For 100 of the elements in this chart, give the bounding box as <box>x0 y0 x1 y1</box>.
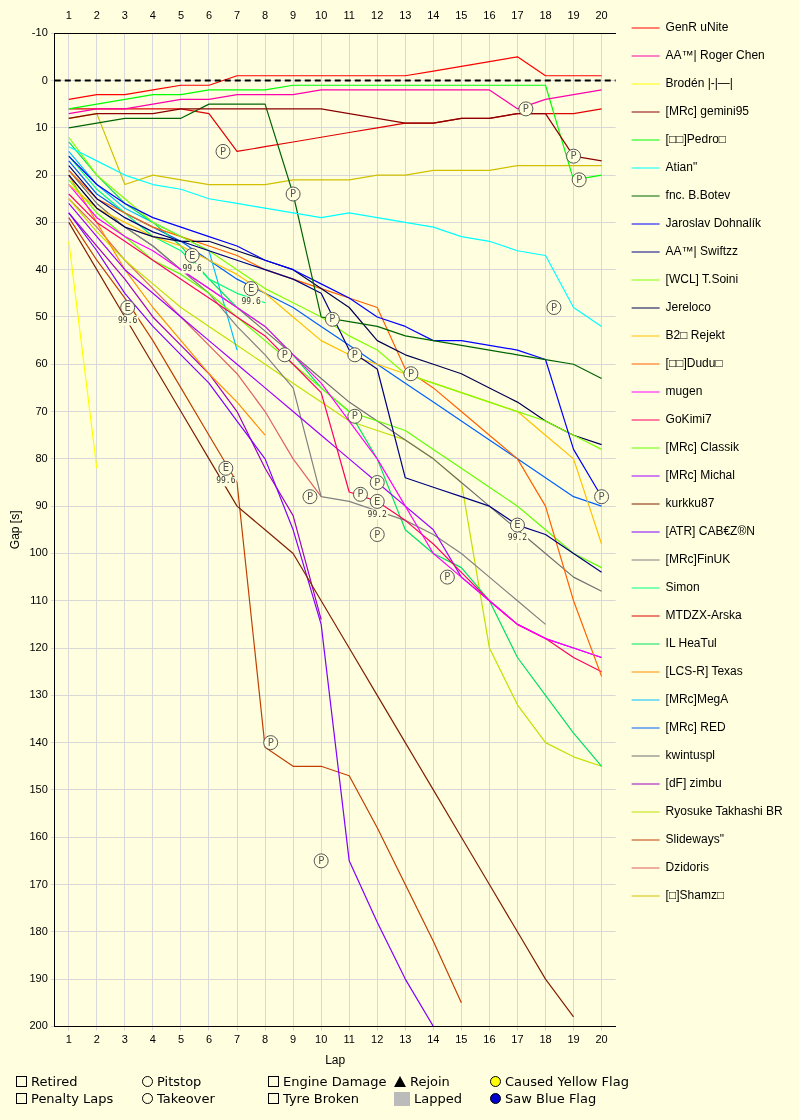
y-tick-label: 140 <box>29 735 48 748</box>
x2-tick-label: 20 <box>595 8 608 21</box>
legend-label: [□□]Dudu□ <box>665 356 723 371</box>
legend-label: [MRc] RED <box>665 720 726 735</box>
x-tick-label: 20 <box>595 1033 608 1046</box>
x2-tick-label: 14 <box>427 8 440 21</box>
y-tick-label: 160 <box>29 830 48 843</box>
legend-label: Brodén |-|—| <box>665 76 733 91</box>
y-tick-label: 10 <box>35 120 48 133</box>
text: Saw Blue Flag <box>505 1091 597 1106</box>
text: Engine Damage <box>283 1074 387 1089</box>
legend-label: [□□]Pedro□ <box>665 132 727 147</box>
annotation: P <box>351 348 358 360</box>
x2-tick-label: 10 <box>315 8 328 21</box>
annotation: E <box>124 301 131 313</box>
legend-label: [ATR] CAB€Z®N <box>665 524 755 539</box>
legend-label: MTDZX-Arska <box>665 608 742 623</box>
legend-label: Simon <box>665 580 700 595</box>
x2-tick-label: 17 <box>511 8 524 21</box>
y-tick-label: 120 <box>29 641 48 654</box>
y-tick-label: 20 <box>35 168 48 181</box>
annotation: P <box>329 313 336 325</box>
annotation: E <box>189 249 196 261</box>
legend-label: AA™| Swiftzz <box>665 244 739 259</box>
x-tick-label: 4 <box>149 1033 156 1046</box>
annotation: 99.2 <box>507 533 528 543</box>
annotation: 99.6 <box>118 315 138 325</box>
x-tick-label: 6 <box>205 1033 213 1046</box>
text: Pitstop <box>157 1074 202 1089</box>
x-tick-label: 9 <box>290 1033 297 1046</box>
legend-label: kurkku87 <box>665 496 715 511</box>
legend-label: Slideways" <box>665 832 724 847</box>
x-tick-label: 19 <box>567 1033 580 1046</box>
annotation: P <box>220 145 227 157</box>
y-tick-label: 200 <box>29 1019 48 1032</box>
y-tick-label: 80 <box>35 451 48 464</box>
x-tick-label: 3 <box>121 1033 128 1046</box>
x-tick-label: 1 <box>65 1033 72 1046</box>
x2-tick-label: 6 <box>205 8 213 21</box>
y-tick-label: 110 <box>30 593 48 606</box>
x2-tick-label: 13 <box>399 8 412 21</box>
x2-tick-label: 16 <box>483 8 496 21</box>
y-tick-label: 130 <box>29 688 48 701</box>
y-tick-label: 150 <box>29 782 48 795</box>
x2-tick-label: 18 <box>539 8 552 21</box>
text: Caused Yellow Flag <box>505 1074 629 1089</box>
x2-tick-label: 3 <box>121 8 128 21</box>
annotation: 99.6 <box>216 476 236 486</box>
x-tick-label: 5 <box>177 1033 185 1046</box>
legend-label: GenR uNite <box>665 20 729 35</box>
annotation: P <box>444 571 451 583</box>
x-tick-label: 8 <box>262 1033 269 1046</box>
y-tick-label: 70 <box>35 404 48 417</box>
x2-tick-label: 12 <box>371 8 384 21</box>
annotation: P <box>351 410 358 422</box>
legend-label: kwintuspl <box>665 748 715 763</box>
legend-label: [WCL] T.Soini <box>665 272 739 287</box>
annotation: E <box>247 282 255 294</box>
x2-tick-label: 5 <box>177 8 185 21</box>
legend-label: [MRc] Michal <box>665 468 735 483</box>
y-tick-label: 100 <box>29 546 48 559</box>
annotation: E <box>374 495 381 507</box>
x-axis-title: Lap <box>325 1053 346 1068</box>
x-tick-label: 16 <box>483 1033 496 1046</box>
y-axis-title: Gap [s] <box>7 510 22 550</box>
x-tick-label: 14 <box>427 1033 440 1046</box>
text: Rejoin <box>410 1074 450 1089</box>
legend-label: Jereloco <box>665 300 712 315</box>
legend-label: fnc. B.Botev <box>665 188 731 203</box>
x-tick-label: 12 <box>371 1033 384 1046</box>
text: Retired <box>31 1074 78 1089</box>
annotation: P <box>306 490 313 502</box>
y-tick-label: -10 <box>31 26 48 39</box>
annotation: P <box>290 188 297 200</box>
annotation: 99.6 <box>182 263 202 273</box>
x2-tick-label: 7 <box>233 8 241 21</box>
legend-label: AA™| Roger Chen <box>665 48 765 63</box>
annotation: E <box>222 462 229 474</box>
y-tick-label: 30 <box>35 215 48 228</box>
y-tick-label: 50 <box>35 310 48 322</box>
text: Lapped <box>414 1091 462 1106</box>
x-tick-label: 11 <box>343 1033 355 1046</box>
y-tick-label: 40 <box>35 262 48 275</box>
legend-label: mugen <box>665 384 703 399</box>
x2-tick-label: 15 <box>455 8 468 21</box>
x-tick-label: 15 <box>455 1033 468 1046</box>
annotation: P <box>374 528 381 540</box>
legend-label: [MRc]MegA <box>665 692 729 707</box>
annotation: P <box>550 301 557 313</box>
y-tick-label: 0 <box>41 73 48 86</box>
legend-label: [□]Shamz□ <box>665 888 725 903</box>
x-tick-label: 2 <box>93 1033 100 1046</box>
x2-tick-label: 11 <box>343 8 355 21</box>
y-tick-label: 180 <box>29 924 48 937</box>
annotation: P <box>318 854 325 866</box>
x2-tick-label: 4 <box>149 8 156 21</box>
annotation: P <box>570 150 577 162</box>
legend-label: [MRc] gemini95 <box>665 104 750 119</box>
legend-label: [dF] zimbu <box>665 776 722 791</box>
annotation: 99.6 <box>241 296 261 306</box>
